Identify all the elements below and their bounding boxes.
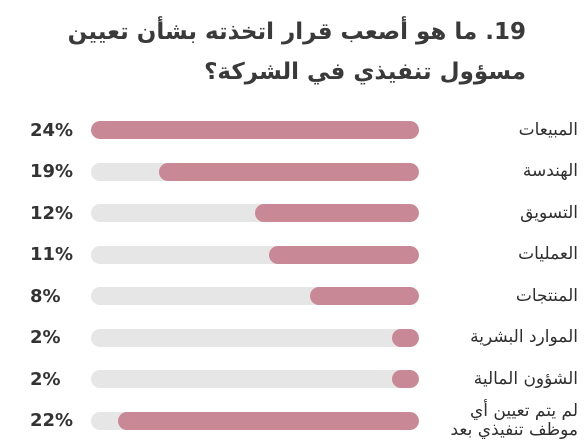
- category-label: التسويق: [520, 202, 578, 223]
- value-label: 24%: [30, 119, 74, 141]
- bar-track: [91, 328, 419, 347]
- bar-row: 11% العمليات: [0, 235, 586, 275]
- bar: [118, 411, 419, 430]
- bar-row: 24% المبيعات: [0, 110, 586, 150]
- bar: [255, 204, 419, 222]
- bar: [268, 245, 419, 264]
- bar: [391, 370, 419, 388]
- bar-track: [91, 204, 419, 222]
- category-label: المبيعات: [518, 119, 578, 140]
- bar-track: [91, 121, 419, 139]
- bar-row: 2% الموارد البشرية: [0, 318, 586, 358]
- category-label: الموارد البشرية: [470, 327, 578, 347]
- bar: [309, 287, 419, 305]
- bar-track: [91, 370, 419, 388]
- value-label: 12%: [30, 202, 74, 224]
- bar-track: [91, 411, 419, 430]
- bar-track: [91, 287, 419, 305]
- value-label: 2%: [30, 327, 61, 348]
- value-label: 11%: [30, 244, 74, 265]
- bar-row: 8% المنتجات: [0, 276, 586, 316]
- bar: [159, 162, 419, 181]
- bar-row: 12% التسويق: [0, 193, 586, 233]
- bar-row: 22% لم يتم تعيين أي موظف تنفيذي بعد: [0, 401, 586, 441]
- category-label: المنتجات: [515, 285, 578, 306]
- bar: [391, 328, 419, 347]
- value-label: 19%: [30, 161, 74, 182]
- value-label: 22%: [30, 410, 74, 431]
- bar-track: [91, 162, 419, 181]
- bar-row: 19% الهندسة: [0, 152, 586, 192]
- chart-title: 19. ما هو أصعب قرار اتخذته بشأن تعيين مس…: [67, 19, 526, 85]
- category-label: الهندسة: [522, 161, 578, 181]
- category-label: الشؤون المالية: [473, 368, 578, 389]
- category-label: العمليات: [518, 244, 578, 264]
- bar-track: [91, 245, 419, 264]
- category-label: لم يتم تعيين أي موظف تنفيذي بعد: [450, 400, 579, 440]
- bar: [91, 121, 419, 139]
- value-label: 2%: [30, 368, 61, 390]
- bar-row: 2% الشؤون المالية: [0, 359, 586, 399]
- value-label: 8%: [30, 285, 61, 307]
